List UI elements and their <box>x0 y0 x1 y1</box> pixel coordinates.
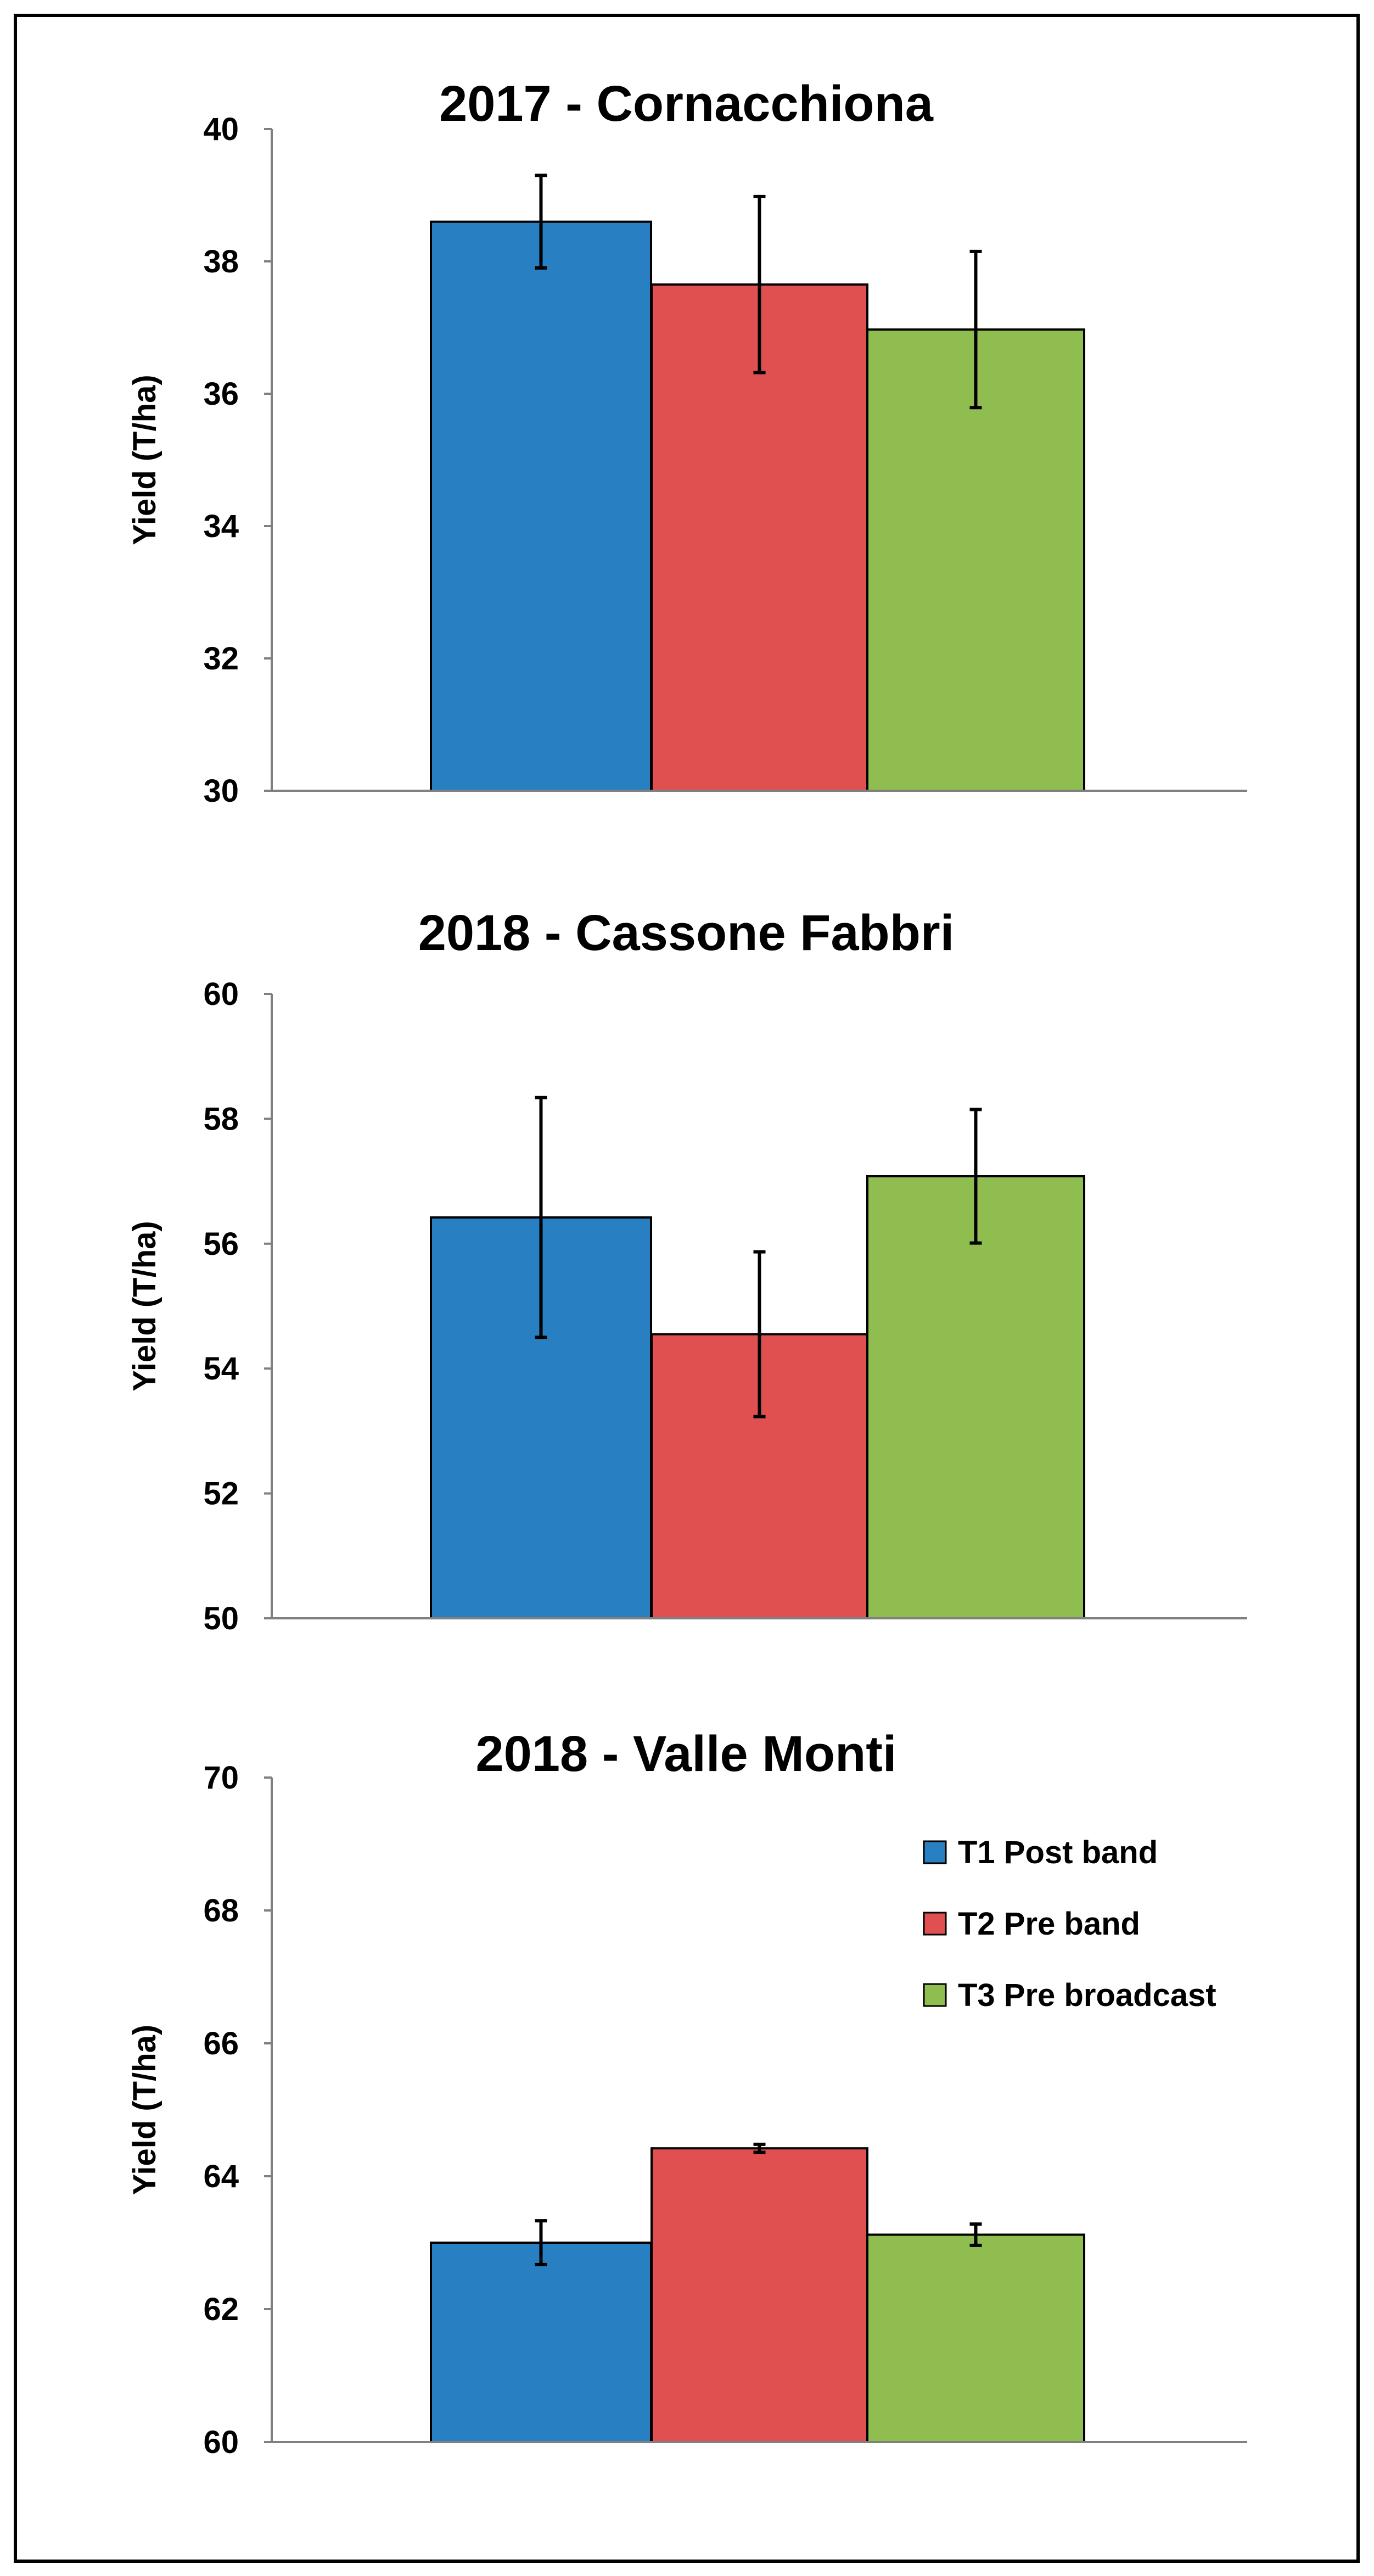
y-tick-label: 60 <box>203 976 239 1012</box>
error-bar-t3 <box>969 1108 982 1245</box>
chart-panel-1: 2017 - Cornacchiona 30 32 34 36 38 40 Yield (T/… <box>127 76 1247 809</box>
error-bar-t1 <box>535 174 547 270</box>
y-tick-label: 50 <box>203 1601 239 1636</box>
y-tick-label: 64 <box>203 2159 239 2194</box>
y-axis-label: Yield (T/ha) <box>127 375 162 545</box>
legend-swatch-t1 <box>923 1840 947 1864</box>
error-bar-t3 <box>969 249 982 410</box>
y-tick-label: 62 <box>203 2292 239 2327</box>
y-tick-label: 40 <box>203 111 239 147</box>
y-tick-label: 66 <box>203 2026 239 2061</box>
chart-panel-3: 2018 - Valle Monti 60 62 64 66 68 70 Yield (T/h… <box>127 1726 1247 2460</box>
y-tick-label: 60 <box>203 2424 239 2460</box>
error-bar-t2 <box>753 194 766 375</box>
y-tick-label: 32 <box>203 641 239 677</box>
legend-label-t1: T1 Post band <box>958 1835 1158 1870</box>
y-tick-label: 38 <box>203 244 239 280</box>
bar-t2 <box>650 2147 868 2443</box>
y-tick-label: 58 <box>203 1101 239 1137</box>
y-tick-label: 68 <box>203 1893 239 1929</box>
chart-title: 2018 - Cassone Fabbri <box>418 905 955 961</box>
bar-t3 <box>866 1175 1085 1619</box>
y-tick-label: 54 <box>203 1351 239 1387</box>
y-tick-label: 56 <box>203 1226 239 1262</box>
legend-label-t2: T2 Pre band <box>958 1906 1140 1942</box>
chart-panel-2: 2018 - Cassone Fabbri 50 52 54 56 58 60 Yield (… <box>127 905 1247 1636</box>
bar-t3 <box>866 2233 1085 2443</box>
legend: T1 Post band T2 Pre band T3 Pre broadcast <box>923 1835 1216 2013</box>
y-tick-label: 52 <box>203 1476 239 1512</box>
chart-title: 2017 - Cornacchiona <box>439 76 934 132</box>
y-tick-label: 30 <box>203 773 239 809</box>
legend-label-t3: T3 Pre broadcast <box>958 1977 1216 2013</box>
bar-t1 <box>430 2242 652 2443</box>
legend-swatch-t2 <box>923 1912 947 1936</box>
error-bar-t2 <box>753 2142 766 2154</box>
chart-title: 2018 - Valle Monti <box>476 1726 897 1782</box>
error-bar-t1 <box>535 2219 547 2266</box>
legend-swatch-t3 <box>923 1983 947 2007</box>
y-tick-label: 70 <box>203 1760 239 1796</box>
y-axis-label: Yield (T/ha) <box>127 1221 162 1391</box>
error-bar-t3 <box>969 2222 982 2247</box>
charts-group: 2017 - Cornacchiona 30 32 34 36 38 40 Yield (T/… <box>127 76 1247 2460</box>
y-axis-label: Yield (T/ha) <box>127 2025 162 2195</box>
bar-t1 <box>430 220 652 792</box>
error-bar-t2 <box>753 1250 766 1418</box>
y-tick-label: 36 <box>203 376 239 412</box>
error-bar-t1 <box>535 1096 547 1339</box>
y-tick-label: 34 <box>203 509 239 544</box>
